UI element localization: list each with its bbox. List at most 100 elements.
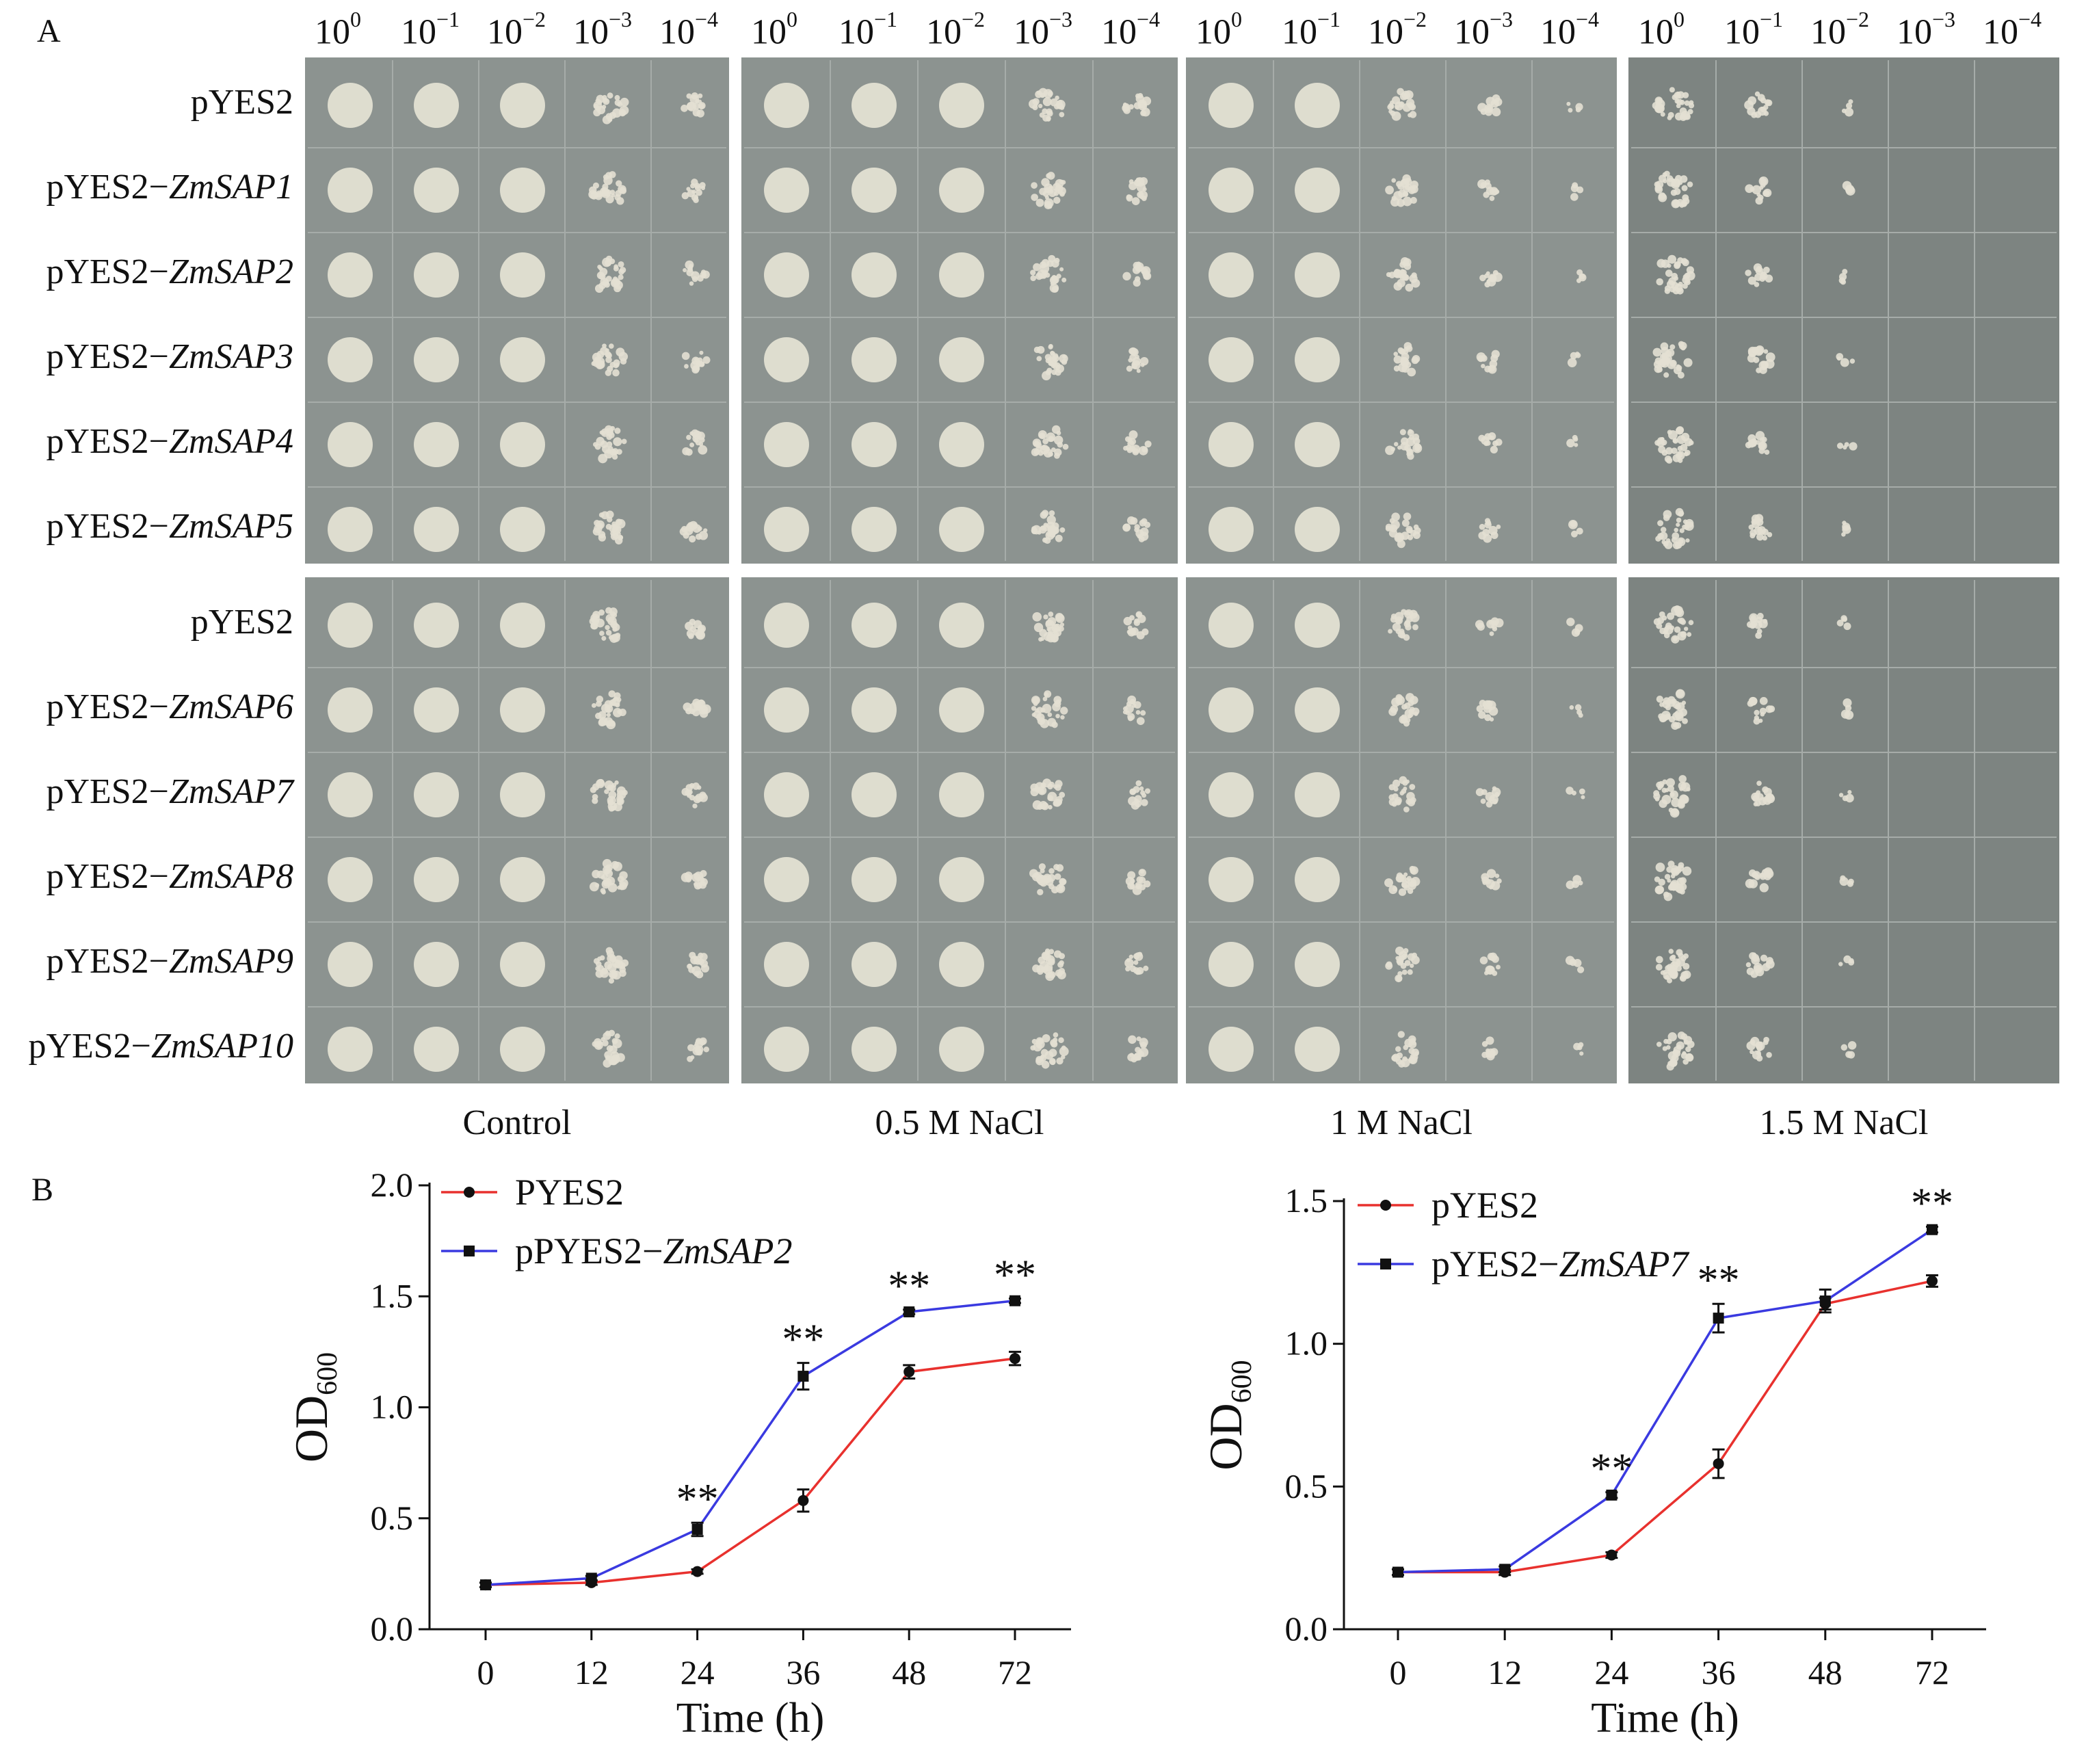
colony-dot (1570, 530, 1578, 538)
colony-dot (1654, 185, 1663, 194)
colony-dot (1385, 185, 1394, 195)
colony-dot (1685, 1053, 1694, 1062)
colony-dot (1059, 622, 1065, 627)
colony-spot (939, 337, 984, 382)
colony-dot (1494, 189, 1500, 194)
colony-spot (1295, 942, 1340, 987)
colony-dot (1053, 1032, 1059, 1038)
strain-label-gene: ZmSAP5 (169, 507, 293, 546)
strain-label: pYES2−ZmSAP4 (46, 421, 293, 462)
colony-dot (1576, 186, 1584, 194)
colony-dot (1680, 1052, 1688, 1059)
colony-dot (1128, 1035, 1137, 1044)
colony-dot (689, 535, 696, 543)
strain-label-gene: ZmSAP8 (169, 857, 293, 896)
colony-dot (1408, 709, 1414, 715)
colony-dot (1656, 696, 1664, 703)
colony-dot (1762, 189, 1769, 197)
colony-dot (691, 873, 701, 882)
colony-dot (1404, 444, 1412, 451)
colony-dot (687, 267, 694, 273)
colony-dot (683, 267, 687, 273)
colony-dot (614, 94, 620, 101)
condition-label: 1.5 M NaCl (1759, 1103, 1929, 1142)
colony-spot (1209, 603, 1254, 648)
colony-dot (696, 882, 702, 889)
dilution-base: 10 (751, 12, 787, 52)
colony-dot (1139, 1041, 1147, 1049)
colony-dot (1492, 787, 1501, 797)
colony-dot (609, 798, 614, 803)
colony-dot (694, 357, 699, 363)
colony-dot (1567, 358, 1577, 367)
colony-spot (851, 252, 897, 298)
legend-label-gene: ZmSAP7 (1559, 1243, 1689, 1285)
colony-dot (610, 278, 620, 288)
colony-dot (1486, 271, 1490, 276)
colony-dot (1679, 883, 1687, 891)
colony-dot (1049, 1059, 1056, 1066)
colony-dot (1569, 705, 1574, 710)
colony-dot (1745, 962, 1752, 968)
colony-dot (1046, 108, 1053, 116)
colony-dot (1123, 616, 1133, 626)
colony-dot (1401, 788, 1407, 794)
colony-dot (1761, 528, 1769, 536)
colony-dot (688, 263, 694, 268)
colony-dot (620, 97, 629, 107)
colony-dot (1667, 430, 1672, 435)
colony-dot (1752, 520, 1760, 529)
colony-dot (1396, 1052, 1403, 1059)
colony-dot (1489, 360, 1498, 368)
dilution-label: 10−2 (1810, 7, 1869, 52)
colony-dot (1398, 1060, 1405, 1068)
colony-dot (1139, 356, 1149, 366)
dilution-exponent: −4 (1137, 7, 1161, 31)
colony-dot (1395, 797, 1402, 804)
colony-dot (1133, 960, 1139, 965)
colony-dot (1403, 806, 1410, 813)
colony-dot (1845, 103, 1853, 109)
colony-dot (1663, 632, 1670, 639)
colony-dot (1666, 177, 1676, 187)
dilution-base: 10 (1368, 12, 1403, 52)
colony-dot (1654, 440, 1661, 446)
colony-dot (1671, 722, 1680, 730)
colony-dot (1760, 272, 1768, 280)
colony-dot (1391, 1055, 1398, 1062)
dilution-exponent: −4 (2018, 7, 2042, 31)
colony-dot (1139, 519, 1146, 527)
agar-plate (1186, 57, 1617, 564)
dilution-base: 10 (1282, 12, 1317, 52)
dilution-label: 10−4 (659, 7, 718, 52)
colony-dot (1484, 521, 1492, 529)
colony-dot (1042, 704, 1052, 713)
colony-dot (601, 105, 607, 109)
colony-spot (939, 422, 984, 467)
colony-dot (1676, 365, 1682, 371)
colony-spot (764, 1027, 809, 1072)
colony-dot (1494, 97, 1503, 107)
colony-dot (1042, 696, 1048, 702)
colony-dot (1682, 718, 1688, 724)
colony-dot (1843, 698, 1852, 708)
colony-dot (1841, 108, 1847, 114)
colony-dot (1384, 878, 1393, 888)
colony-spot (1209, 857, 1254, 902)
colony-dot (1402, 1056, 1408, 1062)
colony-dot (1655, 956, 1663, 964)
colony-spot (414, 337, 459, 382)
dilution-exponent: −2 (523, 7, 546, 31)
colony-dot (1047, 718, 1057, 727)
colony-dot (1408, 113, 1412, 118)
colony-dot (1405, 693, 1414, 702)
colony-dot (1057, 441, 1064, 448)
colony-dot (605, 255, 613, 263)
colony-dot (617, 709, 622, 714)
colony-dot (1393, 282, 1403, 291)
colony-dot (1664, 455, 1672, 463)
data-point (797, 1495, 809, 1506)
strain-label: pYES2−ZmSAP5 (46, 506, 293, 547)
legend-label-name: PYES2 (515, 1172, 624, 1213)
dilution-label: 10−1 (839, 7, 897, 52)
